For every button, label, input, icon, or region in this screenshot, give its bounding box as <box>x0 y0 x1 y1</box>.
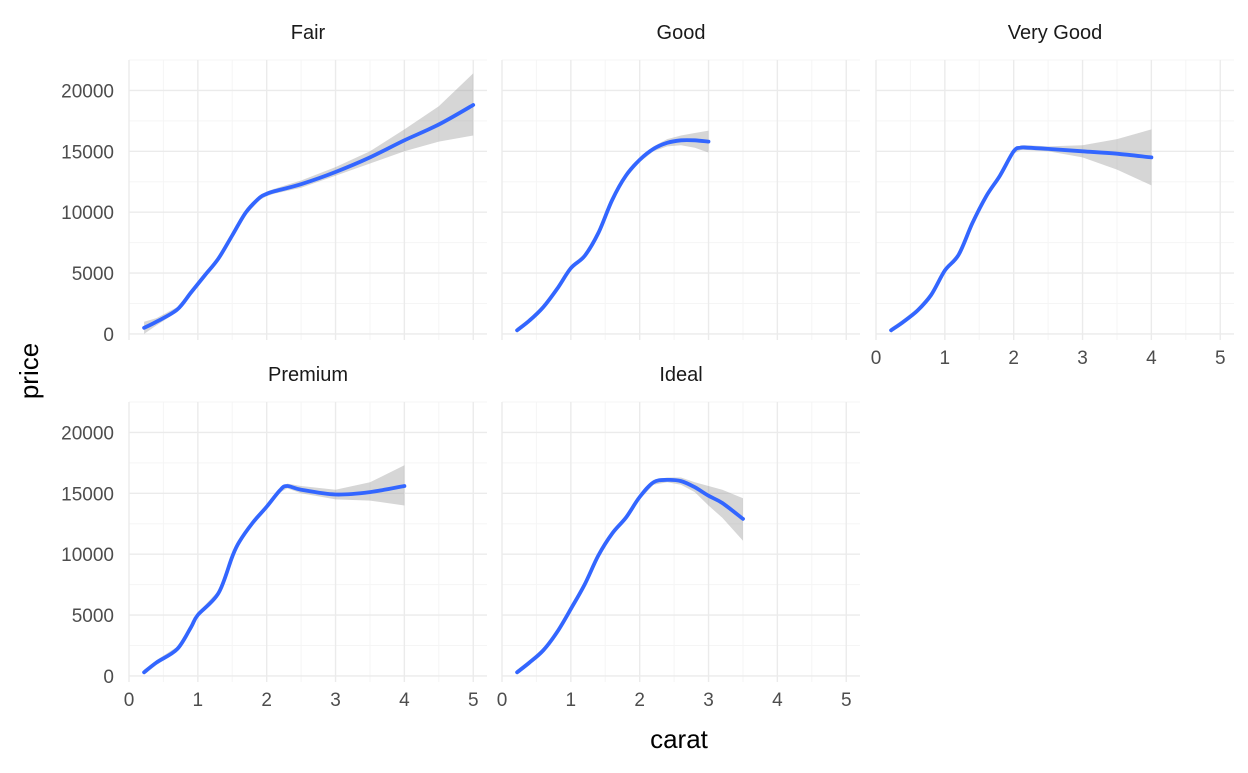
y-tick-label: 0 <box>103 325 114 346</box>
y-tick-label: 20000 <box>61 423 114 444</box>
facet-strip-label: Ideal <box>659 364 702 386</box>
facet-strip-label: Premium <box>268 364 348 386</box>
x-tick-label: 3 <box>1077 348 1088 369</box>
x-tick-label: 2 <box>634 690 645 711</box>
y-tick-label: 15000 <box>61 484 114 505</box>
confidence-band <box>891 129 1152 333</box>
x-tick-label: 1 <box>566 690 577 711</box>
x-tick-label: 0 <box>497 690 508 711</box>
facet-strip-label: Fair <box>291 22 326 44</box>
smooth-line <box>515 138 711 333</box>
facet-panel-good: Good <box>501 22 860 340</box>
x-tick-label: 4 <box>399 690 410 711</box>
confidence-band <box>144 73 474 334</box>
y-axis-title: price <box>14 343 44 399</box>
x-tick-label: 3 <box>703 690 714 711</box>
y-tick-label: 5000 <box>72 606 114 627</box>
x-tick-label: 2 <box>261 690 272 711</box>
smooth-line <box>889 145 1154 333</box>
y-tick-label: 10000 <box>61 203 114 224</box>
y-tick-label: 10000 <box>61 545 114 566</box>
x-tick-label: 5 <box>841 690 852 711</box>
facet-panel-premium: Premium 0 5000 10000 15000 20000 0 1 2 3 4 5 <box>61 364 487 711</box>
y-tick-label: 15000 <box>61 142 114 163</box>
x-tick-label: 0 <box>124 690 135 711</box>
x-tick-label: 0 <box>871 348 882 369</box>
x-tick-label: 2 <box>1008 348 1019 369</box>
smooth-line <box>142 484 407 675</box>
facet-strip-label: Good <box>657 22 706 44</box>
x-axis-title: carat <box>650 724 709 754</box>
smooth-line <box>142 103 476 330</box>
facet-panel-fair: Fair 0 5000 10000 15000 20000 <box>61 22 487 346</box>
x-tick-label: 3 <box>330 690 341 711</box>
x-tick-label: 1 <box>193 690 204 711</box>
y-tick-label: 5000 <box>72 264 114 285</box>
smooth-line <box>515 477 745 675</box>
x-tick-label: 5 <box>1215 348 1226 369</box>
y-tick-label: 0 <box>103 667 114 688</box>
facet-panel-very-good: Very Good 0 1 2 3 4 5 <box>871 22 1234 369</box>
x-tick-label: 4 <box>1146 348 1157 369</box>
x-tick-label: 4 <box>772 690 783 711</box>
x-tick-label: 5 <box>468 690 479 711</box>
facet-panel-ideal: Ideal 0 1 2 3 4 5 <box>497 364 860 711</box>
y-tick-label: 20000 <box>61 81 114 102</box>
x-tick-label: 1 <box>940 348 951 369</box>
facet-strip-label: Very Good <box>1008 22 1103 44</box>
